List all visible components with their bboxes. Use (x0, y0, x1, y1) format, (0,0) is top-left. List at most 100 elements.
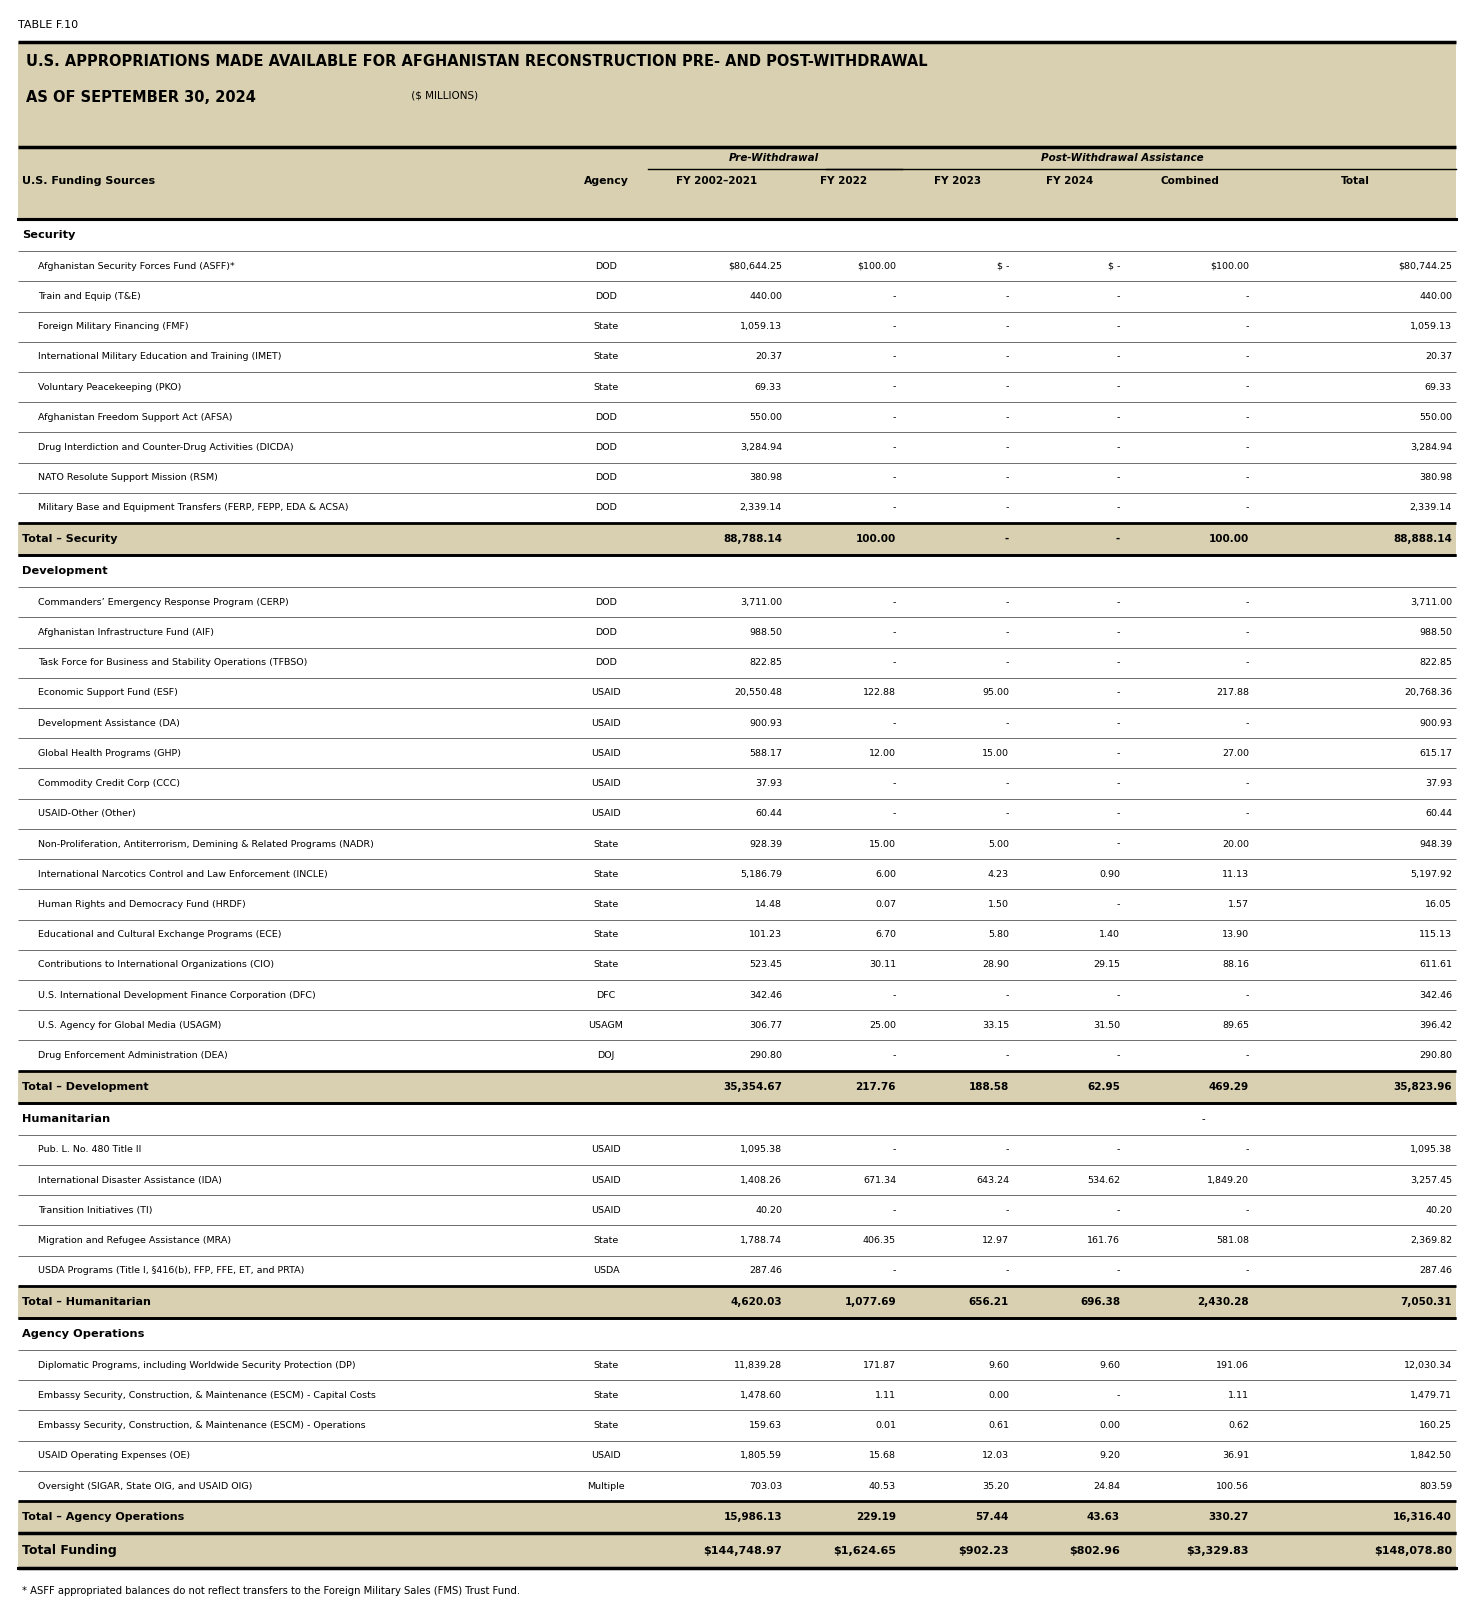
Text: 16.05: 16.05 (1425, 899, 1452, 909)
Text: -: - (1246, 383, 1249, 391)
Text: 822.85: 822.85 (1420, 659, 1452, 667)
Text: 69.33: 69.33 (1425, 383, 1452, 391)
Text: AS OF SEPTEMBER 30, 2024: AS OF SEPTEMBER 30, 2024 (26, 90, 255, 106)
Text: -: - (1117, 503, 1120, 513)
Text: 900.93: 900.93 (1420, 718, 1452, 728)
Text: FY 2002–2021: FY 2002–2021 (677, 176, 757, 186)
Text: 1,788.74: 1,788.74 (740, 1236, 782, 1246)
Text: 2,430.28: 2,430.28 (1198, 1297, 1249, 1306)
Text: U.S. Funding Sources: U.S. Funding Sources (22, 176, 156, 186)
Bar (18, 587, 1456, 617)
Text: $148,078.80: $148,078.80 (1374, 1545, 1452, 1555)
Text: Transition Initiatives (TI): Transition Initiatives (TI) (38, 1205, 153, 1215)
Bar (18, 281, 1456, 311)
Text: $ -: $ - (1108, 261, 1120, 271)
Text: State: State (593, 1361, 618, 1369)
Text: 159.63: 159.63 (749, 1422, 782, 1430)
Text: 900.93: 900.93 (749, 718, 782, 728)
Text: -: - (1117, 628, 1120, 636)
Bar (18, 402, 1456, 433)
Text: Task Force for Business and Stability Operations (TFBSO): Task Force for Business and Stability Op… (38, 659, 307, 667)
Text: 534.62: 534.62 (1086, 1175, 1120, 1185)
Text: International Narcotics Control and Law Enforcement (INCLE): International Narcotics Control and Law … (38, 870, 327, 878)
Text: 20,550.48: 20,550.48 (734, 688, 782, 697)
Text: 3,257.45: 3,257.45 (1409, 1175, 1452, 1185)
Bar (18, 709, 1456, 739)
Text: Embassy Security, Construction, & Maintenance (ESCM) - Capital Costs: Embassy Security, Construction, & Mainte… (38, 1391, 376, 1399)
Text: Contributions to International Organizations (CIO): Contributions to International Organizat… (38, 960, 275, 970)
Text: -: - (893, 598, 895, 608)
Text: -: - (1006, 598, 1009, 608)
Text: 217.76: 217.76 (856, 1082, 895, 1092)
Text: -: - (1246, 991, 1249, 1000)
Text: Agency: Agency (584, 176, 628, 186)
Text: -: - (1117, 688, 1120, 697)
Text: 1,479.71: 1,479.71 (1409, 1391, 1452, 1399)
Text: 1,077.69: 1,077.69 (844, 1297, 895, 1306)
Text: 191.06: 191.06 (1216, 1361, 1249, 1369)
Text: -: - (1117, 292, 1120, 301)
Text: 12,030.34: 12,030.34 (1403, 1361, 1452, 1369)
Text: 342.46: 342.46 (749, 991, 782, 1000)
Text: State: State (593, 960, 618, 970)
Text: -: - (1246, 598, 1249, 608)
Text: 550.00: 550.00 (749, 414, 782, 422)
Text: * ASFF appropriated balances do not reflect transfers to the Foreign Military Sa: * ASFF appropriated balances do not refl… (22, 1585, 520, 1597)
Text: Drug Enforcement Administration (DEA): Drug Enforcement Administration (DEA) (38, 1052, 228, 1060)
Text: -: - (1246, 779, 1249, 789)
Bar (18, 648, 1456, 678)
Bar (18, 147, 1456, 220)
Text: -: - (893, 779, 895, 789)
Text: NATO Resolute Support Mission (RSM): NATO Resolute Support Mission (RSM) (38, 473, 217, 483)
Text: 342.46: 342.46 (1420, 991, 1452, 1000)
Text: 550.00: 550.00 (1420, 414, 1452, 422)
Text: -: - (1117, 598, 1120, 608)
Text: -: - (1006, 383, 1009, 391)
Text: 160.25: 160.25 (1420, 1422, 1452, 1430)
Text: -: - (893, 1205, 895, 1215)
Text: 9.60: 9.60 (1100, 1361, 1120, 1369)
Text: -: - (1006, 1146, 1009, 1154)
Text: 15.00: 15.00 (982, 749, 1009, 758)
Bar (18, 463, 1456, 492)
Text: 440.00: 440.00 (1420, 292, 1452, 301)
Text: Economic Support Fund (ESF): Economic Support Fund (ESF) (38, 688, 178, 697)
Text: 1,805.59: 1,805.59 (740, 1451, 782, 1460)
Text: -: - (1117, 1146, 1120, 1154)
Text: 101.23: 101.23 (749, 930, 782, 939)
Text: State: State (593, 1236, 618, 1246)
Text: Migration and Refugee Assistance (MRA): Migration and Refugee Assistance (MRA) (38, 1236, 230, 1246)
Bar (18, 1103, 1456, 1135)
Text: 36.91: 36.91 (1221, 1451, 1249, 1460)
Bar (18, 1441, 1456, 1472)
Text: Oversight (SIGAR, State OIG, and USAID OIG): Oversight (SIGAR, State OIG, and USAID O… (38, 1481, 252, 1491)
Text: USAID: USAID (592, 1451, 621, 1460)
Text: 0.61: 0.61 (988, 1422, 1009, 1430)
Bar (18, 433, 1456, 463)
Text: USAGM: USAGM (589, 1021, 624, 1029)
Text: 37.93: 37.93 (755, 779, 782, 789)
Text: 60.44: 60.44 (755, 810, 782, 818)
Text: 3,711.00: 3,711.00 (1409, 598, 1452, 608)
Text: -: - (1117, 353, 1120, 361)
Text: -: - (1006, 503, 1009, 513)
Text: Multiple: Multiple (587, 1481, 625, 1491)
Text: DOD: DOD (595, 628, 617, 636)
Text: -: - (893, 659, 895, 667)
Text: USAID: USAID (592, 779, 621, 789)
Text: TABLE F.10: TABLE F.10 (18, 19, 78, 30)
Text: Pre-Withdrawal: Pre-Withdrawal (730, 152, 819, 164)
Text: -: - (893, 322, 895, 332)
Text: $80,644.25: $80,644.25 (728, 261, 782, 271)
Text: -: - (893, 1146, 895, 1154)
Text: 29.15: 29.15 (1094, 960, 1120, 970)
Text: 0.00: 0.00 (1100, 1422, 1120, 1430)
Text: -: - (893, 628, 895, 636)
Bar (18, 523, 1456, 555)
Text: 95.00: 95.00 (982, 688, 1009, 697)
Text: -: - (1006, 810, 1009, 818)
Text: -: - (1117, 749, 1120, 758)
Text: 1.40: 1.40 (1100, 930, 1120, 939)
Text: 27.00: 27.00 (1221, 749, 1249, 758)
Text: Military Base and Equipment Transfers (FERP, FEPP, EDA & ACSA): Military Base and Equipment Transfers (F… (38, 503, 348, 513)
